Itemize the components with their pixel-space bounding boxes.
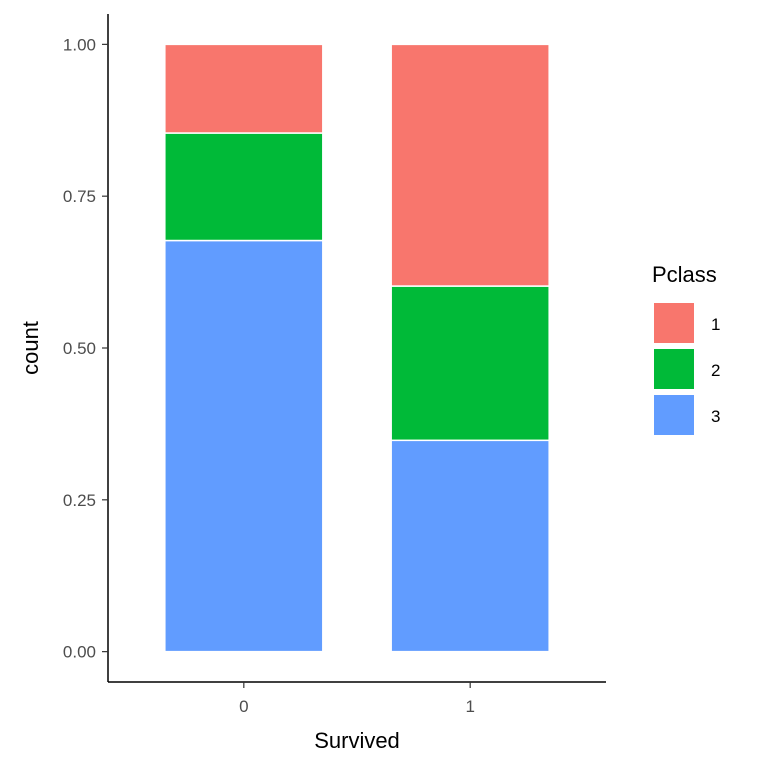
y-axis-title: count — [18, 321, 43, 375]
legend-label-pclass-3: 3 — [711, 407, 720, 426]
legend-key-pclass-2 — [654, 349, 694, 389]
bar-segment-survived-0-pclass-2 — [164, 132, 324, 242]
y-tick-label: 0.25 — [63, 491, 96, 510]
bar-segment-survived-1-pclass-2 — [390, 285, 550, 442]
legend-key-pclass-1 — [654, 303, 694, 343]
x-tick-label: 0 — [239, 697, 248, 716]
bars-group — [164, 43, 550, 653]
y-tick-label: 1.00 — [63, 35, 96, 54]
bar-segment-survived-0-pclass-1 — [164, 43, 324, 134]
legend-title: Pclass — [652, 262, 717, 287]
y-ticks-group: 0.00 0.25 0.50 0.75 1.00 — [63, 35, 108, 662]
bar-segment-survived-0-pclass-3 — [164, 239, 324, 653]
y-tick-label: 0.75 — [63, 187, 96, 206]
y-tick-label: 0.00 — [63, 643, 96, 662]
legend-label-pclass-2: 2 — [711, 361, 720, 380]
bar-segment-survived-1-pclass-3 — [390, 439, 550, 653]
x-tick-label: 1 — [465, 697, 474, 716]
bar-segment-survived-1-pclass-1 — [390, 43, 550, 287]
legend-label-pclass-1: 1 — [711, 315, 720, 334]
x-axis-title: Survived — [314, 728, 400, 753]
y-tick-label: 0.50 — [63, 339, 96, 358]
legend-key-pclass-3 — [654, 395, 694, 435]
legend: Pclass 1 2 3 — [652, 262, 720, 435]
